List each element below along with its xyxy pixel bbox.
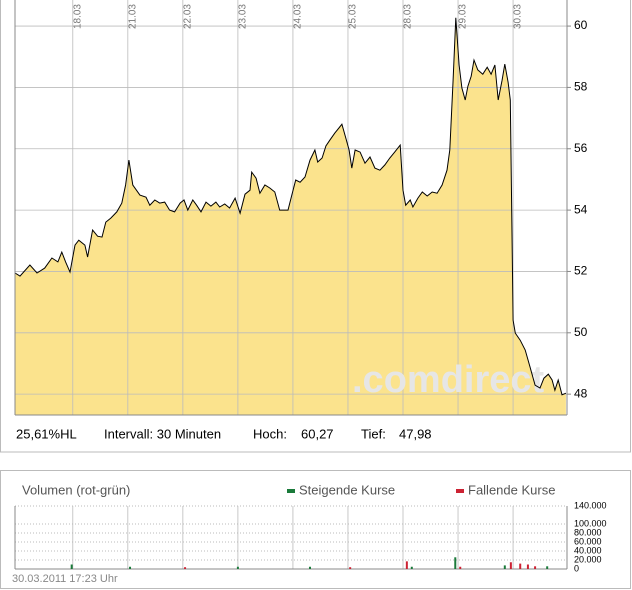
volume-bar <box>526 564 529 569</box>
y-tick-label: 56 <box>574 141 588 155</box>
interval-stat: Intervall: 30 Minuten <box>104 426 221 441</box>
high-value: 60,27 <box>301 426 334 441</box>
volume-bar <box>129 566 132 569</box>
y-tick-label: 48 <box>574 386 588 400</box>
x-tick-label: 21.03 <box>127 4 138 29</box>
volume-bar <box>308 566 311 569</box>
volume-bar <box>454 557 457 569</box>
x-tick-label: 18.03 <box>72 4 83 29</box>
y-tick-label: 20.000 <box>574 554 602 564</box>
volume-bar <box>70 564 73 569</box>
low-label: Tief: <box>361 426 386 441</box>
price-area <box>15 17 566 416</box>
volume-bar <box>519 563 522 569</box>
y-tick-label: 54 <box>574 202 588 216</box>
volume-bar <box>405 561 408 569</box>
legend-label: Steigende Kurse <box>299 482 395 497</box>
y-tick-label: 58 <box>574 80 588 94</box>
legend-label: Fallende Kurse <box>468 482 555 497</box>
x-tick-label: 30.03 <box>513 4 524 29</box>
legend-swatch <box>287 489 295 493</box>
y-tick-label: 80.000 <box>574 527 602 537</box>
high-label: Hoch: <box>253 426 287 441</box>
legend-swatch <box>456 489 464 493</box>
timestamp: 30.03.2011 17:23 Uhr <box>12 573 118 585</box>
volume-bar <box>184 567 187 569</box>
y-tick-label: 60 <box>574 18 588 32</box>
x-tick-label: 22.03 <box>182 4 193 29</box>
volume-bar <box>509 562 512 569</box>
y-tick-label: 140.000 <box>574 500 607 510</box>
y-tick-label: 60.000 <box>574 536 602 546</box>
volume-bar <box>459 566 462 569</box>
watermark: .comdirect <box>352 359 545 401</box>
y-tick-label: 100.000 <box>574 518 607 528</box>
x-tick-label: 24.03 <box>293 4 304 29</box>
volume-title: Volumen (rot-grün) <box>22 482 130 497</box>
y-tick-label: 50 <box>574 325 588 339</box>
x-tick-label: 29.03 <box>458 4 469 29</box>
x-tick-label: 25.03 <box>348 4 359 29</box>
volume-bar <box>503 565 506 569</box>
volume-bar <box>410 566 413 569</box>
low-value: 47,98 <box>399 426 432 441</box>
y-tick-label: 0 <box>574 563 579 573</box>
y-tick-label: 40.000 <box>574 545 602 555</box>
x-tick-label: 23.03 <box>238 4 249 29</box>
y-tick-label: 52 <box>574 264 588 278</box>
x-tick-label: 28.03 <box>403 4 414 29</box>
volume-bar <box>349 567 352 569</box>
volume-bar <box>546 566 549 569</box>
volume-bar <box>236 566 239 569</box>
range-stat: 25,61%HL <box>16 426 77 441</box>
price-line <box>14 17 567 396</box>
volume-bar <box>534 566 537 569</box>
